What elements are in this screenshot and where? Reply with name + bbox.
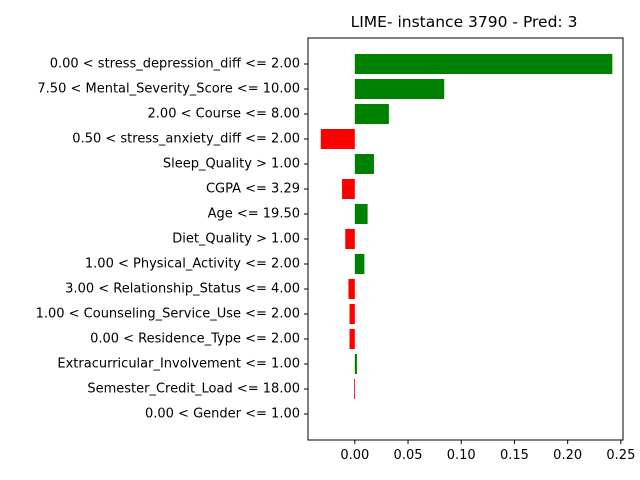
y-tick-label: Extracurricular_Involvement <= 1.00 xyxy=(57,357,300,372)
bar-8 xyxy=(345,229,355,249)
bar-5 xyxy=(354,154,374,174)
y-tick-label: CGPA <= 3.29 xyxy=(206,182,300,197)
x-tick-label: 0.05 xyxy=(394,448,423,463)
bar-9 xyxy=(354,254,365,274)
y-tick-label: 1.00 < Counseling_Service_Use <= 2.00 xyxy=(36,307,300,322)
y-tick-label: 0.00 < Gender <= 1.00 xyxy=(145,407,300,422)
chart-title: LIME- instance 3790 - Pred: 3 xyxy=(351,13,578,31)
y-tick-label: 3.00 < Relationship_Status <= 4.00 xyxy=(65,282,300,297)
y-tick-label: 7.50 < Mental_Severity_Score <= 10.00 xyxy=(37,82,300,97)
bar-4 xyxy=(320,129,355,149)
bars-layer xyxy=(320,54,613,399)
y-tick-label: Diet_Quality > 1.00 xyxy=(172,232,300,247)
bar-14 xyxy=(353,379,355,399)
y-tick-label: 0.00 < Residence_Type <= 2.00 xyxy=(90,332,300,347)
bar-6 xyxy=(342,179,355,199)
x-tick-label: 0.00 xyxy=(340,448,369,463)
x-tick-label: 0.25 xyxy=(606,448,635,463)
y-tick-label: 0.00 < stress_depression_diff <= 2.00 xyxy=(50,57,300,72)
x-tick-label: 0.15 xyxy=(500,448,529,463)
y-tick-label: 1.00 < Physical_Activity <= 2.00 xyxy=(85,257,300,272)
y-tick-label: Semester_Credit_Load <= 18.00 xyxy=(87,382,300,397)
bar-1 xyxy=(354,54,613,74)
bar-10 xyxy=(348,279,355,299)
bar-7 xyxy=(354,204,368,224)
bar-11 xyxy=(349,304,355,324)
y-tick-label: 2.00 < Course <= 8.00 xyxy=(148,107,300,122)
x-tick-label: 0.20 xyxy=(553,448,582,463)
x-tick-label: 0.10 xyxy=(447,448,476,463)
bar-13 xyxy=(354,354,357,374)
y-tick-label: Age <= 19.50 xyxy=(208,207,300,222)
y-axis: 0.00 < stress_depression_diff <= 2.00 7.5… xyxy=(36,57,308,422)
x-axis: 0.00 0.05 0.10 0.15 0.20 0.25 xyxy=(340,440,635,463)
plot-frame xyxy=(307,37,624,441)
y-tick-label: 0.50 < stress_anxiety_diff <= 2.00 xyxy=(72,132,300,147)
bar-2 xyxy=(354,79,445,99)
bar-12 xyxy=(349,329,355,349)
y-tick-label: Sleep_Quality > 1.00 xyxy=(163,157,300,172)
bar-3 xyxy=(354,104,389,124)
